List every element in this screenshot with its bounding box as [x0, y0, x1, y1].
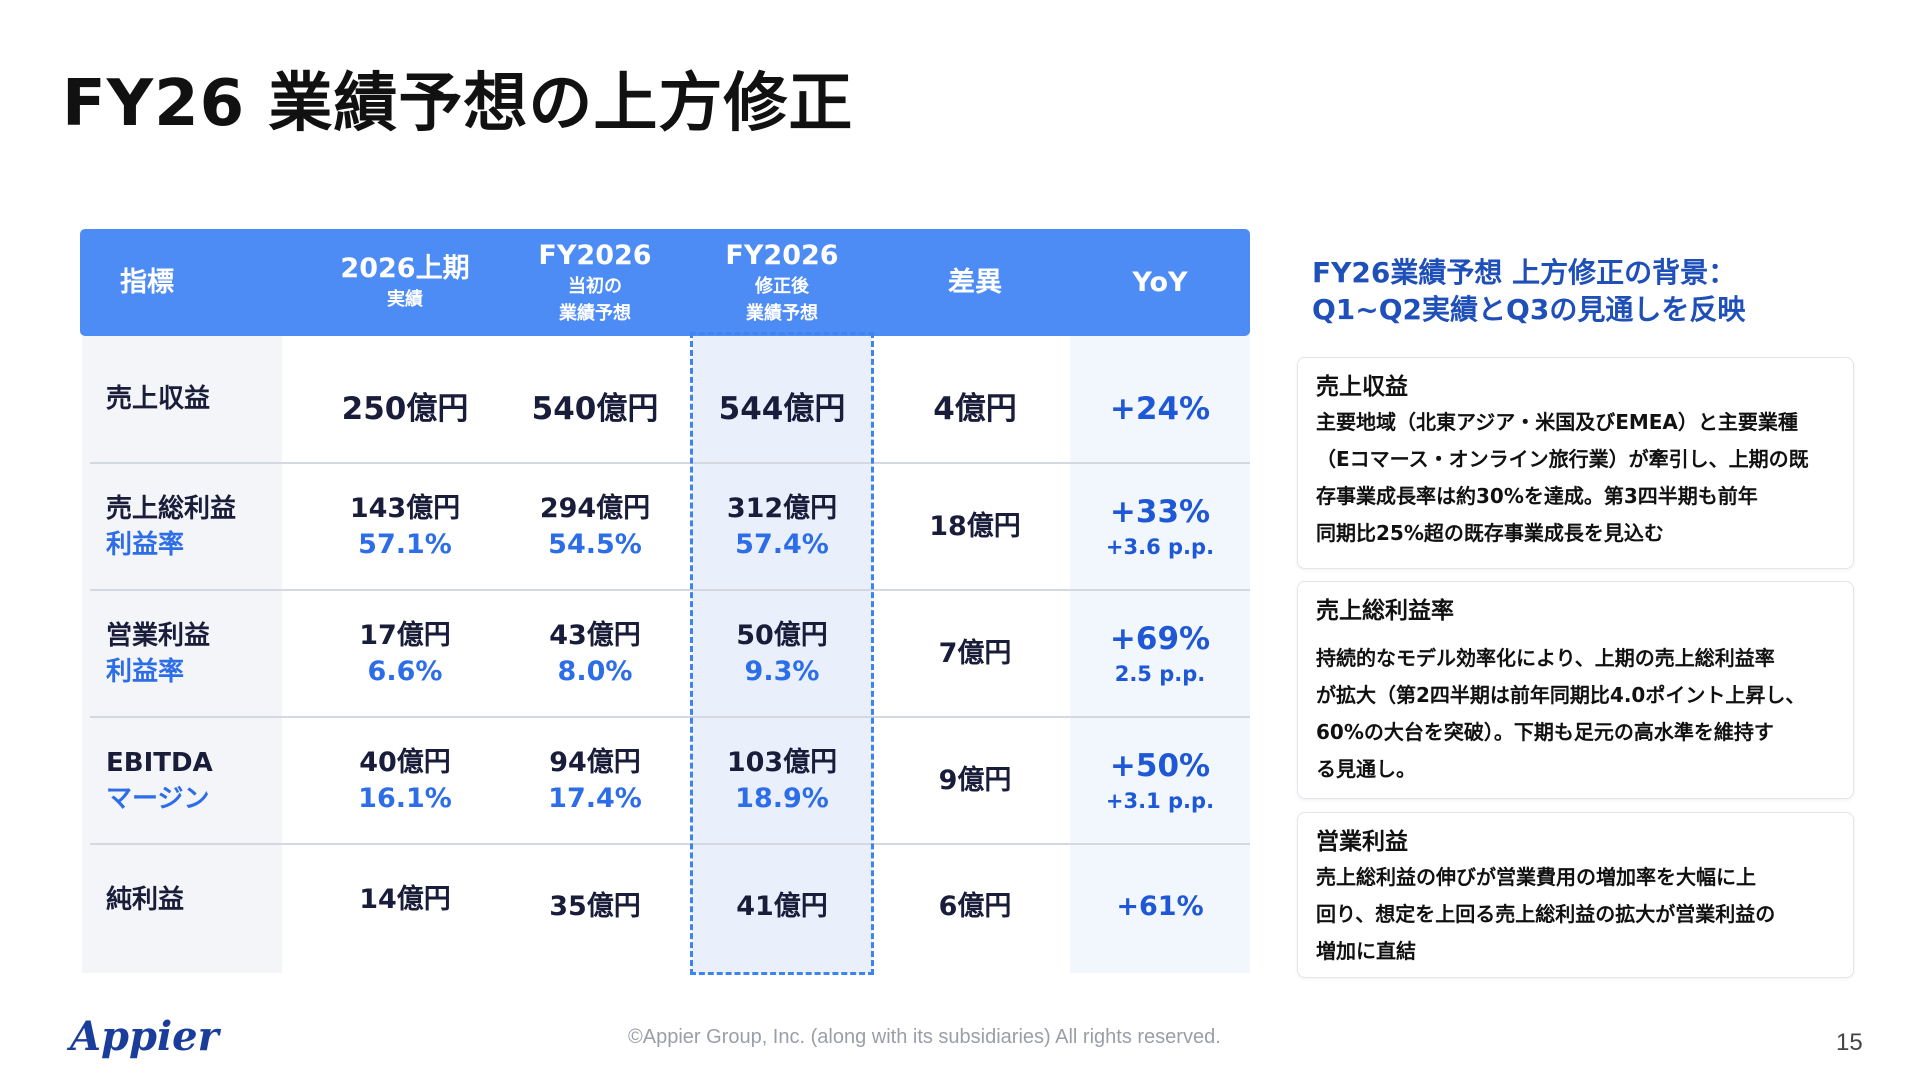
revised-value: 50億円 [736, 619, 828, 651]
page-number: 15 [1836, 1029, 1863, 1056]
row-divider [90, 589, 1250, 591]
row-sublabel: マージン [106, 783, 210, 814]
panel-title: FY26業績予想 上方修正の背景： Q1~Q2実績とQ3の見通しを反映 [1312, 256, 1746, 326]
yoy-value: +24% [1109, 391, 1211, 427]
card-title: 売上収益 [1316, 374, 1408, 400]
revised-value: 544億円 [718, 391, 846, 427]
table-header: 指標 2026上期 実績 FY2026 当初の 業績予想 FY2026 修正後 … [80, 229, 1250, 336]
h1-value: 143億円 [349, 492, 461, 524]
revised-column-bg [692, 336, 872, 973]
card-title: 営業利益 [1316, 829, 1408, 855]
revised-value: 103億円 [726, 746, 838, 778]
appier-logo: Appier [70, 1013, 219, 1060]
yoy-margin-change: +3.1 p.p. [1105, 788, 1215, 813]
row-divider [90, 843, 1250, 845]
initial-value: 540億円 [531, 391, 659, 427]
row-label: 純利益 [106, 885, 185, 915]
row-divider [90, 462, 1250, 464]
table-body: 売上収益 250億円 540億円 544億円 4億円 +24% 売上総利益 利益… [80, 336, 1250, 973]
revised-value: 41億円 [736, 891, 828, 922]
row-label: 売上収益 [106, 384, 211, 414]
revised-margin: 18.9% [735, 782, 829, 814]
diff-value: 7億円 [938, 637, 1012, 669]
revised-margin: 57.4% [735, 528, 829, 560]
yoy-margin-change: +3.6 p.p. [1105, 534, 1215, 559]
metric-column-bg [82, 336, 282, 973]
card-operating-profit: 営業利益 売上総利益の伸びが営業費用の増加率を大幅に上 回り、想定を上回る売上総… [1297, 812, 1854, 978]
h1-value: 17億円 [359, 619, 451, 651]
h1-margin: 16.1% [358, 782, 452, 814]
row-sublabel: 利益率 [106, 656, 185, 687]
copyright-text: ©Appier Group, Inc. (along with its subs… [628, 1026, 1221, 1048]
diff-value: 6億円 [938, 891, 1012, 922]
initial-margin: 54.5% [548, 528, 642, 560]
card-gross-margin: 売上総利益率 持続的なモデル効率化により、上期の売上総利益率 が拡大（第2四半期… [1297, 581, 1854, 799]
h1-margin: 57.1% [358, 528, 452, 560]
card-body: 持続的なモデル効率化により、上期の売上総利益率 が拡大（第2四半期は前年同期比4… [1316, 646, 1806, 781]
diff-value: 4億円 [933, 391, 1017, 427]
yoy-value: +33% [1109, 493, 1211, 530]
header-h1-actual: 2026上期 実績 [340, 253, 470, 310]
yoy-value: +61% [1116, 891, 1204, 922]
card-body: 売上総利益の伸びが営業費用の増加率を大幅に上 回り、想定を上回る売上総利益の拡大… [1316, 865, 1776, 963]
card-body: 主要地域（北東アジア・米国及びEMEA）と主要業種 （Eコマース・オンライン旅行… [1316, 410, 1809, 545]
row-sublabel: 利益率 [106, 529, 185, 560]
h1-value: 14億円 [359, 884, 451, 915]
yoy-value: +69% [1109, 620, 1211, 657]
h1-value: 40億円 [359, 746, 451, 778]
row-label: EBITDA [106, 747, 213, 778]
yoy-value: +50% [1109, 747, 1211, 784]
initial-value: 294億円 [539, 492, 651, 524]
header-yoy: YoY [1132, 266, 1188, 298]
row-label: 売上総利益 [106, 493, 237, 524]
page-title: FY26 業績予想の上方修正 [62, 67, 854, 141]
yoy-column-bg [1070, 336, 1250, 973]
initial-value: 35億円 [549, 891, 641, 922]
header-difference: 差異 [948, 266, 1002, 298]
card-title: 売上総利益率 [1316, 598, 1454, 624]
h1-value: 250億円 [341, 391, 469, 427]
header-revised-forecast: FY2026 修正後 業績予想 [725, 239, 839, 324]
header-metric: 指標 [120, 266, 174, 298]
initial-margin: 8.0% [557, 655, 633, 687]
header-initial-forecast: FY2026 当初の 業績予想 [538, 239, 652, 324]
h1-margin: 6.6% [367, 655, 443, 687]
diff-value: 18億円 [929, 510, 1021, 542]
initial-margin: 17.4% [548, 782, 642, 814]
revised-value: 312億円 [726, 492, 838, 524]
diff-value: 9億円 [938, 764, 1012, 796]
row-divider [90, 716, 1250, 718]
revised-margin: 9.3% [744, 655, 820, 687]
card-revenue: 売上収益 主要地域（北東アジア・米国及びEMEA）と主要業種 （Eコマース・オン… [1297, 357, 1854, 569]
yoy-margin-change: 2.5 p.p. [1114, 661, 1206, 686]
initial-value: 43億円 [549, 619, 641, 651]
initial-value: 94億円 [549, 746, 641, 778]
row-label: 営業利益 [106, 620, 211, 651]
